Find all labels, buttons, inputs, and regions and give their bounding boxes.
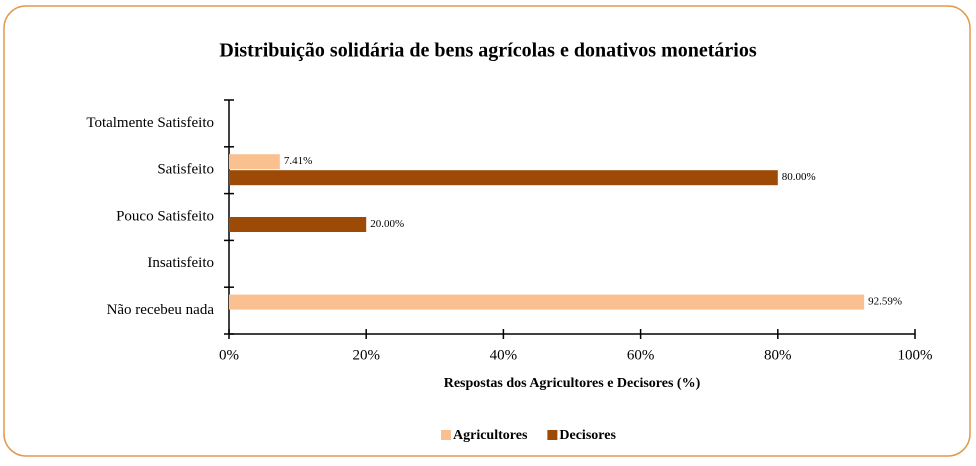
data-label: 80.00% xyxy=(782,171,816,183)
data-label: 20.00% xyxy=(370,218,404,230)
y-tick-label: Não recebeu nada xyxy=(107,302,215,318)
y-tick-label: Totalmente Satisfeito xyxy=(86,115,214,131)
bar xyxy=(229,294,865,310)
x-tick-label: 100% xyxy=(898,347,933,363)
data-label: 7.41% xyxy=(284,155,312,167)
bar xyxy=(229,170,778,186)
legend-label: Agricultores xyxy=(453,428,528,443)
y-tick-label: Pouco Satisfeito xyxy=(116,208,214,224)
x-tick-label: 20% xyxy=(352,347,380,363)
legend-swatch xyxy=(547,430,558,440)
y-tick-label: Insatisfeito xyxy=(147,255,214,271)
x-tick-label: 80% xyxy=(764,347,792,363)
bar xyxy=(229,154,280,170)
chart-frame xyxy=(3,5,971,457)
x-tick-label: 60% xyxy=(627,347,655,363)
legend-label: Decisores xyxy=(559,428,616,443)
y-tick-label: Satisfeito xyxy=(157,162,214,178)
bar xyxy=(229,217,367,232)
x-tick-label: 0% xyxy=(219,347,239,363)
x-tick-label: 40% xyxy=(490,347,518,363)
legend-swatch xyxy=(441,430,451,440)
chart-title: Distribuição solidária de bens agrícolas… xyxy=(219,40,756,62)
x-axis-title: Respostas dos Agricultores e Decisores (… xyxy=(444,376,701,391)
data-label: 92.59% xyxy=(868,296,902,308)
